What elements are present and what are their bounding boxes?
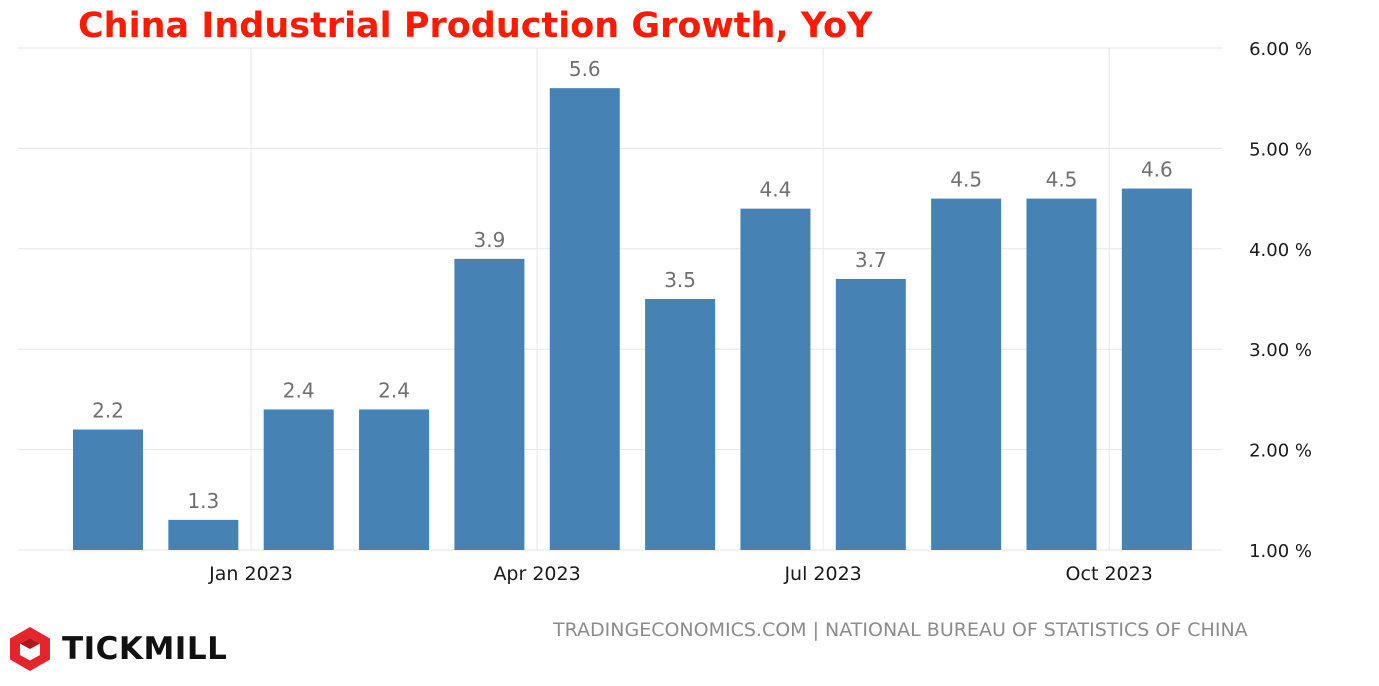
y-tick-label: 3.00 % (1249, 340, 1312, 361)
brand-name: TICKMILL (62, 631, 228, 667)
bar-value-label: 3.5 (664, 268, 696, 292)
bar (549, 88, 620, 550)
bar-value-label: 2.4 (378, 378, 410, 402)
x-tick-label: Apr 2023 (493, 563, 580, 585)
x-tick-label: Jan 2023 (208, 563, 293, 585)
bar (73, 429, 143, 550)
bar-value-label: 3.9 (473, 228, 505, 252)
bar-value-label: 4.5 (950, 168, 982, 192)
bar (645, 299, 716, 550)
bar (835, 278, 906, 550)
bar-value-label: 4.6 (1141, 158, 1173, 182)
y-tick-label: 5.00 % (1249, 139, 1312, 160)
bar (454, 258, 525, 550)
bar (359, 409, 430, 550)
bar (1121, 188, 1192, 550)
y-tick-label: 1.00 % (1249, 541, 1312, 562)
bar (931, 198, 1002, 550)
bar-value-label: 4.5 (1046, 168, 1078, 192)
y-tick-label: 4.00 % (1249, 240, 1312, 261)
bar (263, 409, 334, 550)
source-text: TRADINGECONOMICS.COM | NATIONAL BUREAU O… (553, 619, 1248, 641)
bar-value-label: 5.6 (569, 57, 601, 81)
bar (168, 519, 239, 550)
brand-logo: TICKMILL (8, 626, 227, 672)
bar-value-label: 4.4 (760, 178, 792, 202)
bar-value-label: 1.3 (187, 489, 219, 513)
x-tick-label: Jul 2023 (783, 563, 861, 585)
y-tick-label: 6.00 % (1249, 39, 1312, 60)
bar (740, 208, 811, 550)
x-tick-label: Oct 2023 (1066, 563, 1153, 585)
bar (1026, 198, 1097, 550)
bar-value-label: 2.4 (283, 378, 315, 402)
chart-title: China Industrial Production Growth, YoY (78, 6, 873, 46)
bar-value-label: 3.7 (855, 248, 887, 272)
y-tick-label: 2.00 % (1249, 441, 1312, 462)
tickmill-logo-icon (10, 627, 50, 671)
bar-value-label: 2.2 (92, 399, 124, 423)
